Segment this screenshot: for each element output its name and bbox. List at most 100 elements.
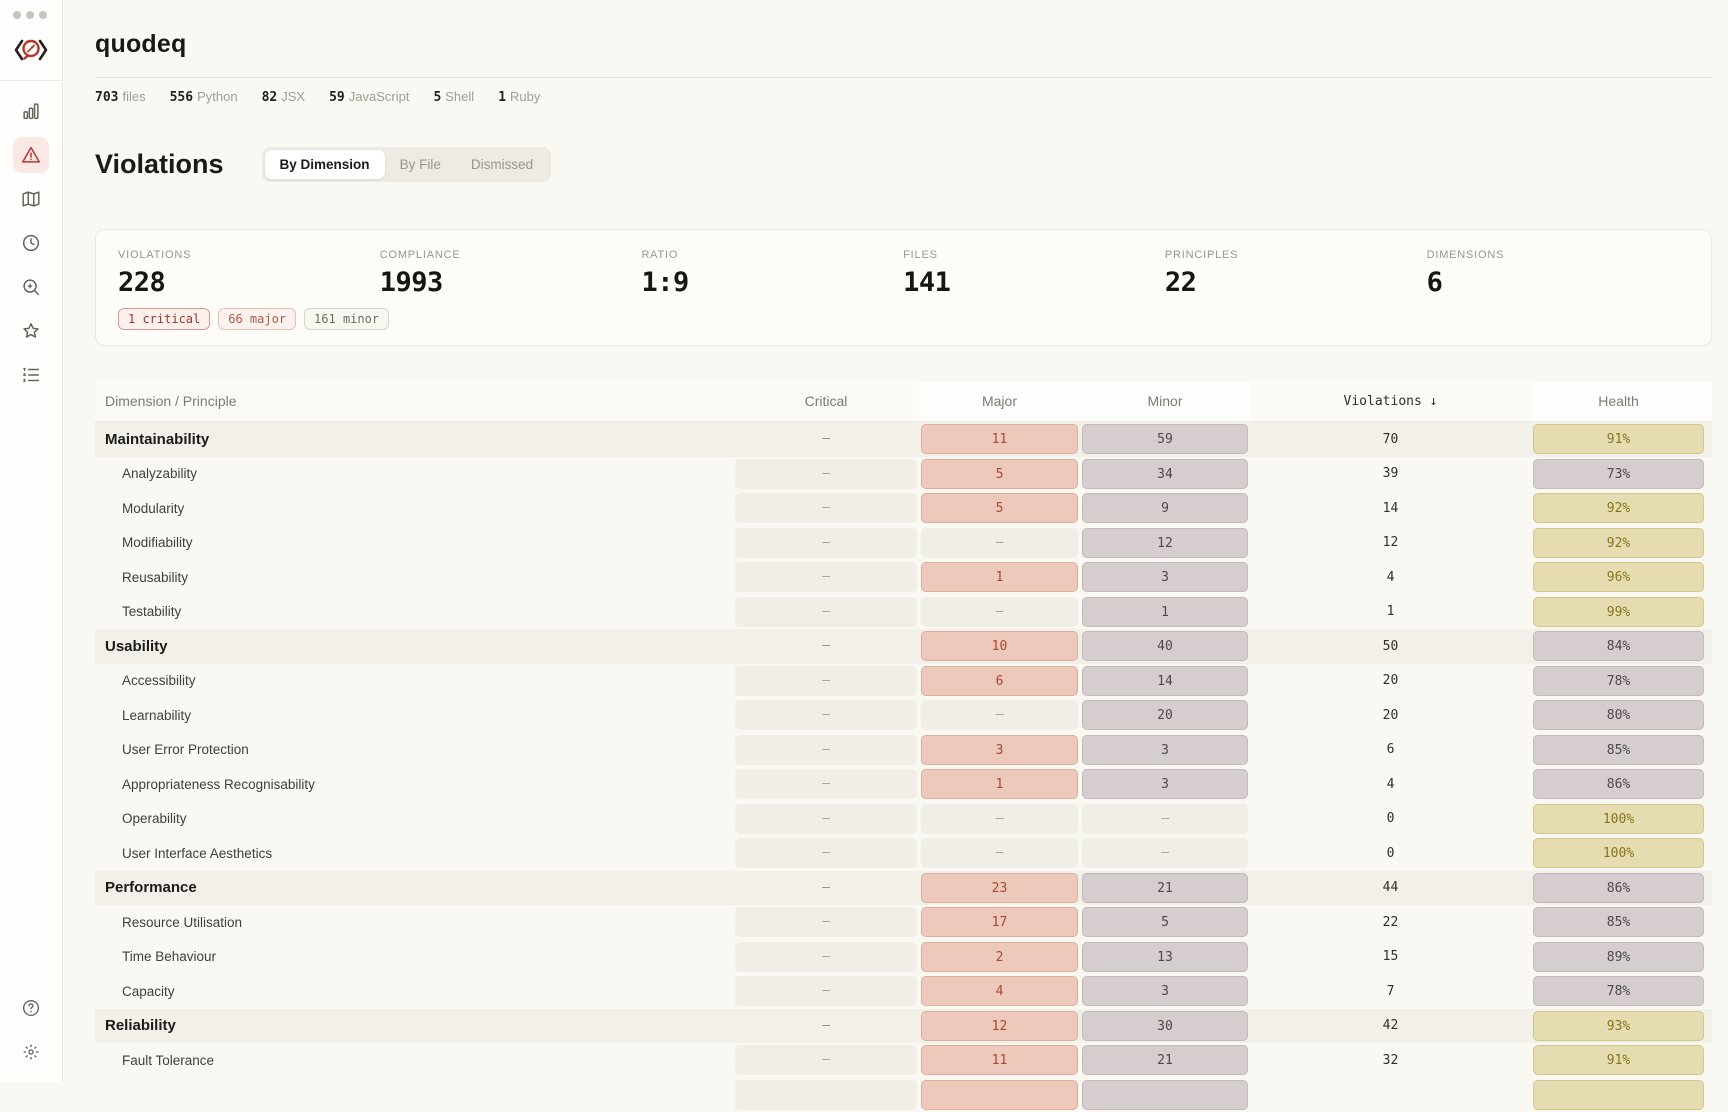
col-dimension-principle[interactable]: Dimension / Principle (95, 393, 733, 409)
tab-dismissed[interactable]: Dismissed (456, 150, 548, 179)
summary-stat-label: FILES (903, 249, 1165, 261)
violations-cell: 12 (1250, 535, 1531, 550)
row-label: Usability (95, 638, 733, 655)
window-dot[interactable] (26, 11, 34, 19)
zoom-in-icon (20, 276, 42, 298)
table-row[interactable]: Modularity – 5 9 14 92% (95, 491, 1712, 526)
table-row[interactable]: Analyzability – 5 34 39 73% (95, 457, 1712, 492)
summary-stat-value: 228 (118, 267, 380, 298)
table-row[interactable]: User Error Protection – 3 3 6 85% (95, 733, 1712, 768)
health-cell: 80% (1533, 700, 1704, 730)
file-stat-value: 5 (433, 90, 441, 105)
summary-stat-label: RATIO (641, 249, 903, 261)
critical-cell: – (735, 700, 917, 730)
severity-badge-major[interactable]: 66 major (218, 308, 296, 330)
table-row[interactable]: Time Behaviour – 2 13 15 89% (95, 940, 1712, 975)
major-cell: 11 (921, 1045, 1078, 1075)
violations-cell: 1 (1250, 604, 1531, 619)
summary-stat: RATIO 1:9 (641, 249, 903, 326)
col-critical[interactable]: Critical (733, 393, 919, 409)
critical-cell: – (735, 873, 917, 903)
severity-badge-minor[interactable]: 161 minor (304, 308, 389, 330)
window-controls[interactable] (13, 11, 47, 19)
minor-cell: 59 (1082, 424, 1248, 454)
row-label: Analyzability (95, 466, 733, 481)
nav-analytics[interactable] (13, 93, 49, 129)
violations-cell: 0 (1250, 846, 1531, 861)
col-health[interactable]: Health (1531, 381, 1712, 421)
col-minor[interactable]: Minor (1080, 381, 1250, 421)
file-stat-label: files (122, 89, 145, 104)
summary-stat-value: 1993 (380, 267, 642, 298)
table-body: Maintainability – 11 59 70 91% Analyzabi… (95, 422, 1712, 1112)
table-row[interactable]: Usability – 10 40 50 84% (95, 629, 1712, 664)
health-cell: 85% (1533, 735, 1704, 765)
nav-map[interactable] (13, 181, 49, 217)
nav-violations[interactable] (13, 137, 49, 173)
row-label: Time Behaviour (95, 949, 733, 964)
table-row[interactable]: Learnability – – 20 20 80% (95, 698, 1712, 733)
nav-inspect[interactable] (13, 269, 49, 305)
theme-toggle-button[interactable] (13, 1034, 49, 1070)
nav-favorites[interactable] (13, 313, 49, 349)
major-cell: – (921, 528, 1078, 558)
nav-list[interactable] (13, 357, 49, 393)
health-cell: 78% (1533, 976, 1704, 1006)
table-row[interactable]: Performance – 23 21 44 86% (95, 871, 1712, 906)
col-major[interactable]: Major (919, 381, 1080, 421)
violations-cell: 7 (1250, 984, 1531, 999)
col-violations-sort[interactable]: Violations ↓ (1250, 394, 1531, 409)
row-label: Resource Utilisation (95, 915, 733, 930)
minor-cell: – (1082, 838, 1248, 868)
nav-history[interactable] (13, 225, 49, 261)
minor-cell: – (1082, 804, 1248, 834)
help-button[interactable] (13, 990, 49, 1026)
table-row[interactable]: Operability – – – 0 100% (95, 802, 1712, 837)
critical-cell: – (735, 769, 917, 799)
summary-stat-label: VIOLATIONS (118, 249, 380, 261)
window-dot[interactable] (39, 11, 47, 19)
summary-stat: FILES 141 (903, 249, 1165, 326)
table-row[interactable]: Resource Utilisation – 17 5 22 85% (95, 905, 1712, 940)
table-row[interactable]: Accessibility – 6 14 20 78% (95, 664, 1712, 699)
table-row[interactable]: Reusability – 1 3 4 96% (95, 560, 1712, 595)
major-cell: 23 (921, 873, 1078, 903)
sidebar-bottom (13, 990, 49, 1082)
violations-cell: 20 (1250, 673, 1531, 688)
table-row[interactable]: Capacity – 4 3 7 78% (95, 974, 1712, 1009)
table-row[interactable]: Reliability – 12 30 42 93% (95, 1009, 1712, 1044)
critical-cell: – (735, 1011, 917, 1041)
critical-cell: – (735, 942, 917, 972)
violations-cell: 6 (1250, 742, 1531, 757)
minor-cell: 1 (1082, 597, 1248, 627)
table-row[interactable] (95, 1078, 1712, 1112)
table-row[interactable]: Modifiability – – 12 12 92% (95, 526, 1712, 561)
warning-triangle-icon (20, 144, 42, 166)
table-row[interactable]: User Interface Aesthetics – – – 0 100% (95, 836, 1712, 871)
table-row[interactable]: Appropriateness Recognisability – 1 3 4 … (95, 767, 1712, 802)
minor-cell: 3 (1082, 976, 1248, 1006)
table-row[interactable]: Maintainability – 11 59 70 91% (95, 422, 1712, 457)
health-cell: 86% (1533, 769, 1704, 799)
row-label: User Error Protection (95, 742, 733, 757)
violations-cell: 4 (1250, 570, 1531, 585)
severity-badge-critical[interactable]: 1 critical (118, 308, 210, 330)
tab-by-file[interactable]: By File (385, 150, 456, 179)
major-cell: – (921, 838, 1078, 868)
minor-cell: 34 (1082, 459, 1248, 489)
major-cell: 1 (921, 769, 1078, 799)
health-cell: 91% (1533, 424, 1704, 454)
tab-by-dimension[interactable]: By Dimension (265, 150, 385, 179)
table-row[interactable]: Fault Tolerance – 11 21 32 91% (95, 1043, 1712, 1078)
table-row[interactable]: Testability – – 1 1 99% (95, 595, 1712, 630)
row-label: Reliability (95, 1017, 733, 1034)
critical-cell: – (735, 631, 917, 661)
violations-cell: 14 (1250, 501, 1531, 516)
major-cell: 5 (921, 493, 1078, 523)
quodeq-logo-icon[interactable] (13, 32, 49, 68)
window-dot[interactable] (13, 11, 21, 19)
